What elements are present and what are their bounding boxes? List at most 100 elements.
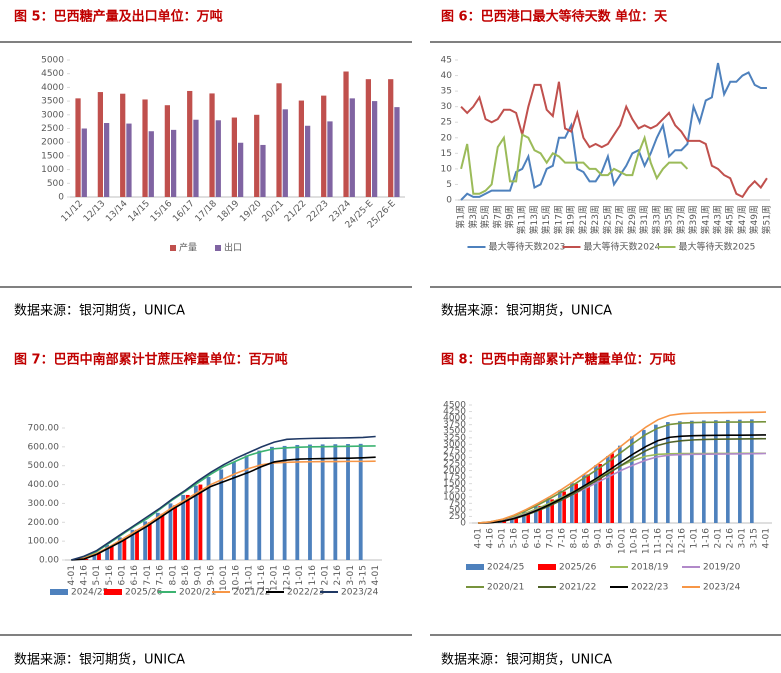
bar	[282, 109, 288, 197]
legend-label: 2025/26	[559, 563, 597, 573]
bar	[358, 443, 363, 560]
x-tick-label: 第51周	[760, 205, 772, 234]
bar	[726, 419, 730, 523]
x-tick-label: 第29周	[626, 205, 638, 234]
x-tick-label: 5-16	[510, 528, 520, 549]
x-tick-label: 8-01	[570, 528, 580, 548]
bar	[160, 513, 165, 560]
y-tick-label: 40	[441, 71, 453, 81]
legend-swatch	[50, 589, 68, 595]
bar	[522, 511, 526, 523]
bar	[97, 553, 101, 560]
bar	[120, 93, 126, 197]
y-tick-label: 750	[449, 499, 466, 509]
bar	[526, 511, 530, 523]
x-tick-label: 10-16	[232, 565, 242, 591]
bar	[164, 105, 170, 197]
bar	[598, 464, 602, 523]
x-tick-label: 第31周	[638, 205, 650, 234]
series-line	[477, 420, 767, 524]
x-tick-label: 第21周	[577, 205, 589, 234]
legend-label: 2025/26	[125, 588, 163, 598]
bar	[750, 419, 754, 523]
legend-label: 2020/21	[487, 583, 524, 593]
y-tick-label: 0	[58, 193, 64, 203]
x-tick-label: 7-16	[558, 528, 568, 549]
x-tick-label: 14/15	[127, 199, 152, 224]
y-tick-label: 1000	[443, 492, 466, 502]
x-tick-label: 4-16	[80, 565, 90, 586]
x-tick-label: 第39周	[687, 205, 699, 234]
bar	[574, 483, 578, 523]
x-tick-label: 11-01	[642, 528, 652, 554]
bar	[618, 445, 622, 523]
legend-swatch	[170, 245, 176, 251]
bar	[349, 98, 355, 197]
bar	[81, 128, 87, 197]
bar	[295, 444, 300, 560]
source-note: 数据来源：银河期货，UNICA	[14, 303, 185, 319]
y-tick-label: 4500	[41, 69, 64, 79]
x-tick-label: 10-01	[618, 528, 628, 554]
y-tick-label: 600.00	[28, 442, 60, 452]
y-tick-label: 2750	[443, 446, 466, 456]
series-line	[71, 435, 376, 561]
legend-swatch	[466, 564, 484, 570]
x-tick-label: 第9周	[504, 205, 516, 229]
y-tick-label: 0	[446, 196, 452, 206]
x-tick-label: 第19周	[565, 205, 577, 234]
bar	[372, 101, 378, 197]
x-tick-label: 第35周	[663, 205, 675, 234]
x-tick-label: 第7周	[491, 205, 503, 229]
y-tick-label: 1250	[443, 486, 466, 496]
y-tick-label: 100.00	[28, 537, 60, 547]
series-line	[460, 133, 689, 195]
bar	[244, 455, 249, 560]
bar	[219, 469, 224, 560]
bar	[126, 123, 132, 197]
bar	[558, 490, 562, 523]
x-tick-label: 第45周	[724, 205, 736, 234]
bar	[610, 453, 614, 523]
x-tick-label: 7-16	[156, 565, 166, 586]
x-tick-label: 4-01	[371, 565, 381, 585]
bar	[538, 505, 542, 523]
legend-label: 2018/19	[631, 563, 669, 573]
x-tick-label: 第11周	[516, 205, 528, 234]
series-line	[71, 456, 376, 561]
bar	[502, 520, 506, 523]
bar	[155, 512, 160, 560]
bar	[254, 114, 260, 197]
x-tick-label: 21/22	[283, 199, 308, 224]
bar	[586, 474, 590, 523]
x-tick-label: 第37周	[675, 205, 687, 234]
legend-label: 2022/23	[287, 588, 324, 598]
bar	[209, 93, 215, 197]
x-tick-label: 第41周	[699, 205, 711, 234]
bar	[193, 485, 198, 560]
y-tick-label: 500	[47, 179, 64, 189]
bar	[594, 465, 598, 523]
bar	[394, 107, 400, 197]
bar	[570, 482, 574, 523]
x-tick-label: 第27周	[614, 205, 626, 234]
x-tick-label: 5-01	[498, 528, 508, 548]
bar	[206, 477, 211, 560]
x-tick-label: 第15周	[540, 205, 552, 234]
x-tick-label: 第5周	[479, 205, 491, 229]
bar	[343, 71, 349, 197]
y-tick-label: 2250	[443, 460, 466, 470]
bar	[171, 129, 177, 197]
y-tick-label: 4250	[443, 407, 466, 417]
bar	[642, 429, 646, 523]
x-tick-label: 5-01	[92, 565, 102, 585]
bar	[109, 545, 114, 560]
bar	[215, 120, 221, 197]
x-tick-label: 8-01	[168, 565, 178, 585]
bar	[84, 559, 89, 560]
x-tick-label: 9-16	[206, 565, 216, 586]
x-tick-label: 8-16	[582, 528, 592, 549]
bar	[550, 499, 554, 523]
y-tick-label: 5	[446, 180, 452, 190]
x-tick-label: 6-01	[118, 565, 128, 585]
